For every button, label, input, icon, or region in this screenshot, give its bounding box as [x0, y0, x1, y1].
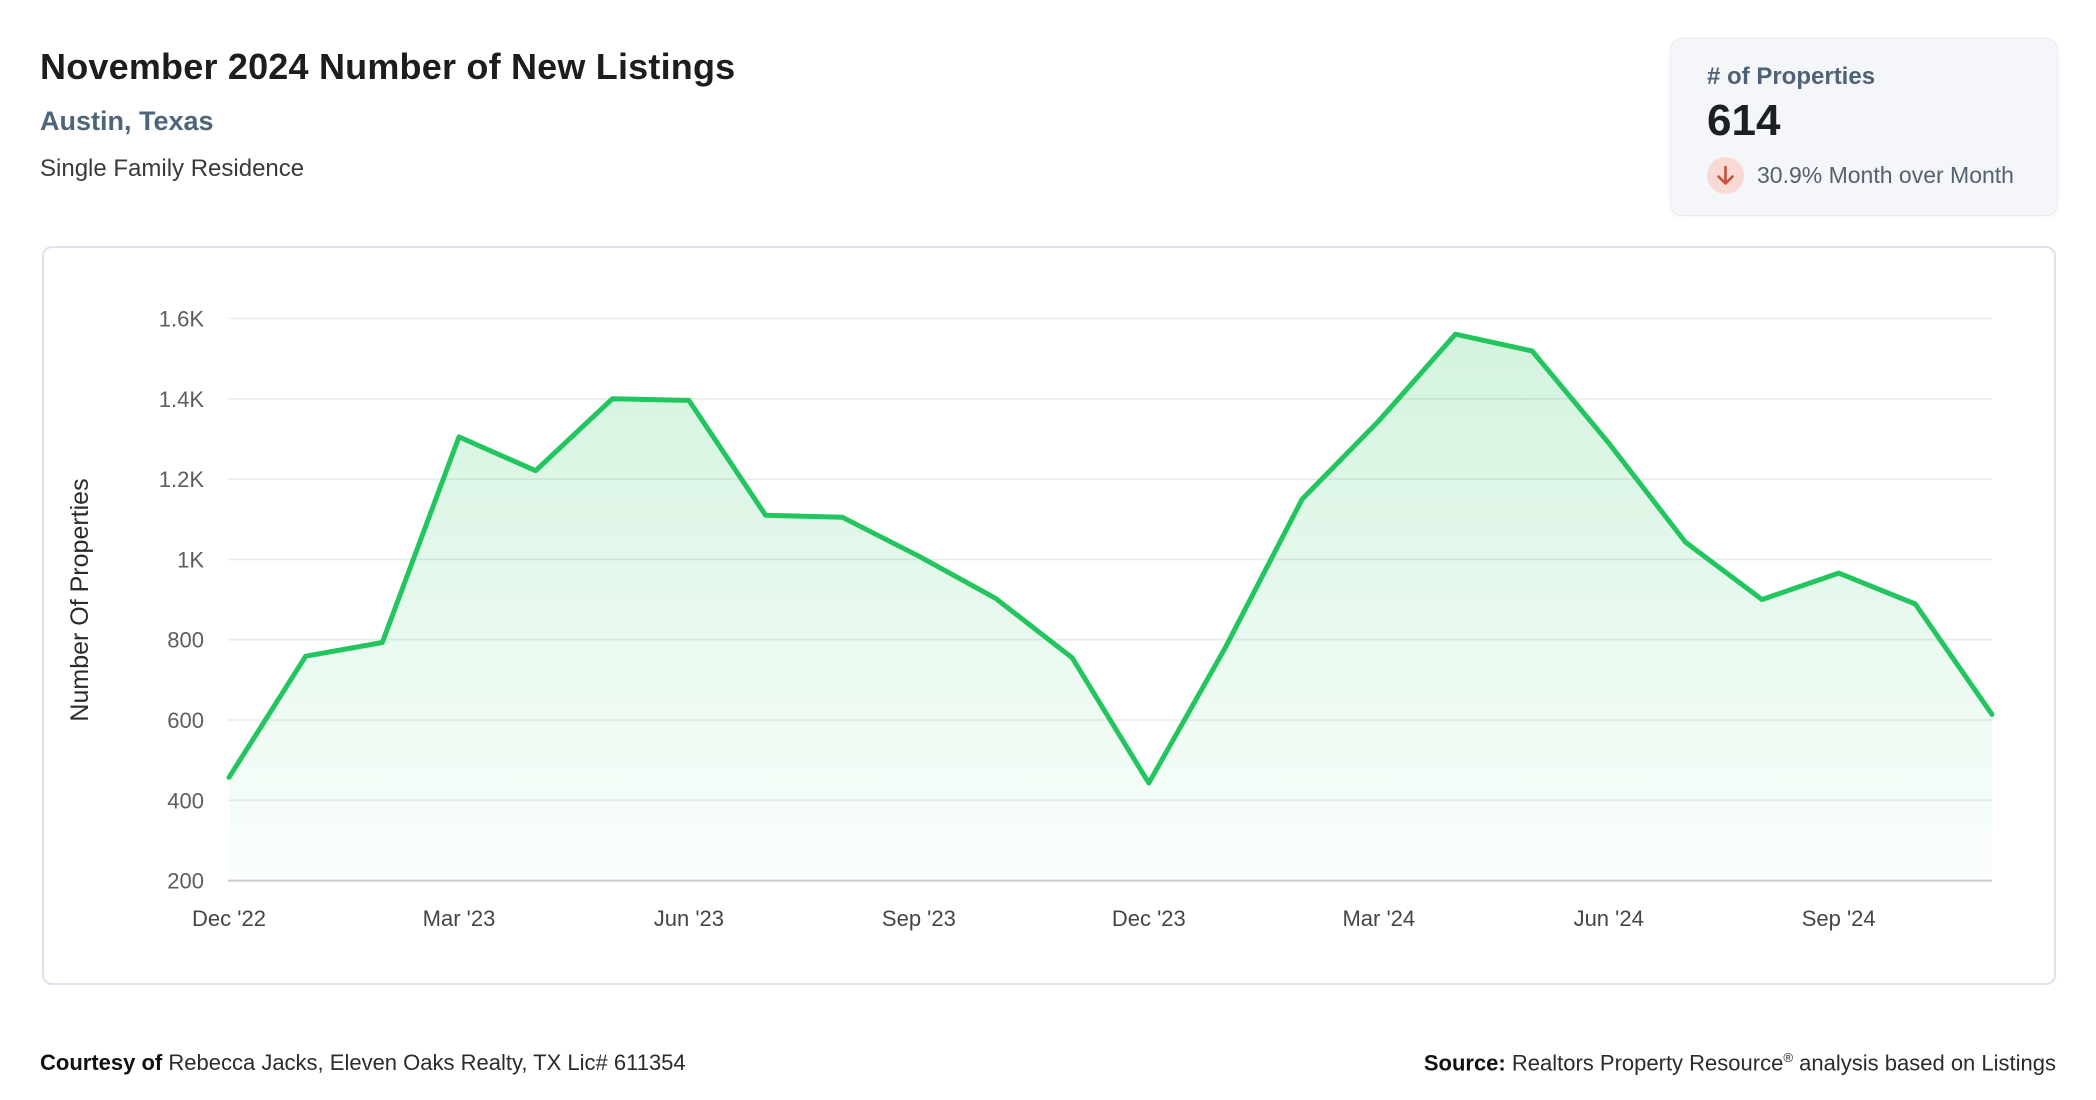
- courtesy-text: Rebecca Jacks, Eleven Oaks Realty, TX Li…: [168, 1050, 686, 1075]
- property-type-subtitle: Single Family Residence: [40, 155, 305, 182]
- stats-card: # of Properties 614 30.9% Month over Mon…: [1670, 38, 2058, 216]
- registered-mark: ®: [1783, 1050, 1794, 1065]
- source-suffix: analysis based on Listings: [1799, 1050, 2056, 1076]
- chart-card: [42, 246, 2056, 985]
- stats-value: 614: [1707, 96, 1781, 145]
- trend-text: 30.9% Month over Month: [1757, 162, 2014, 188]
- page-title: November 2024 Number of New Listings: [40, 46, 736, 87]
- footer-source: Source: Realtors Property Resource® anal…: [1424, 1050, 2056, 1076]
- stats-trend: 30.9% Month over Month: [1707, 157, 2057, 194]
- down-arrow-icon: [1707, 157, 1744, 194]
- footer-courtesy: Courtesy of Rebecca Jacks, Eleven Oaks R…: [40, 1050, 686, 1076]
- source-name: Realtors Property Resource: [1511, 1050, 1784, 1076]
- courtesy-label: Courtesy of: [40, 1050, 163, 1075]
- source-label: Source:: [1423, 1050, 1506, 1076]
- location-subtitle: Austin, Texas: [40, 106, 214, 136]
- stats-label: # of Properties: [1707, 63, 1876, 90]
